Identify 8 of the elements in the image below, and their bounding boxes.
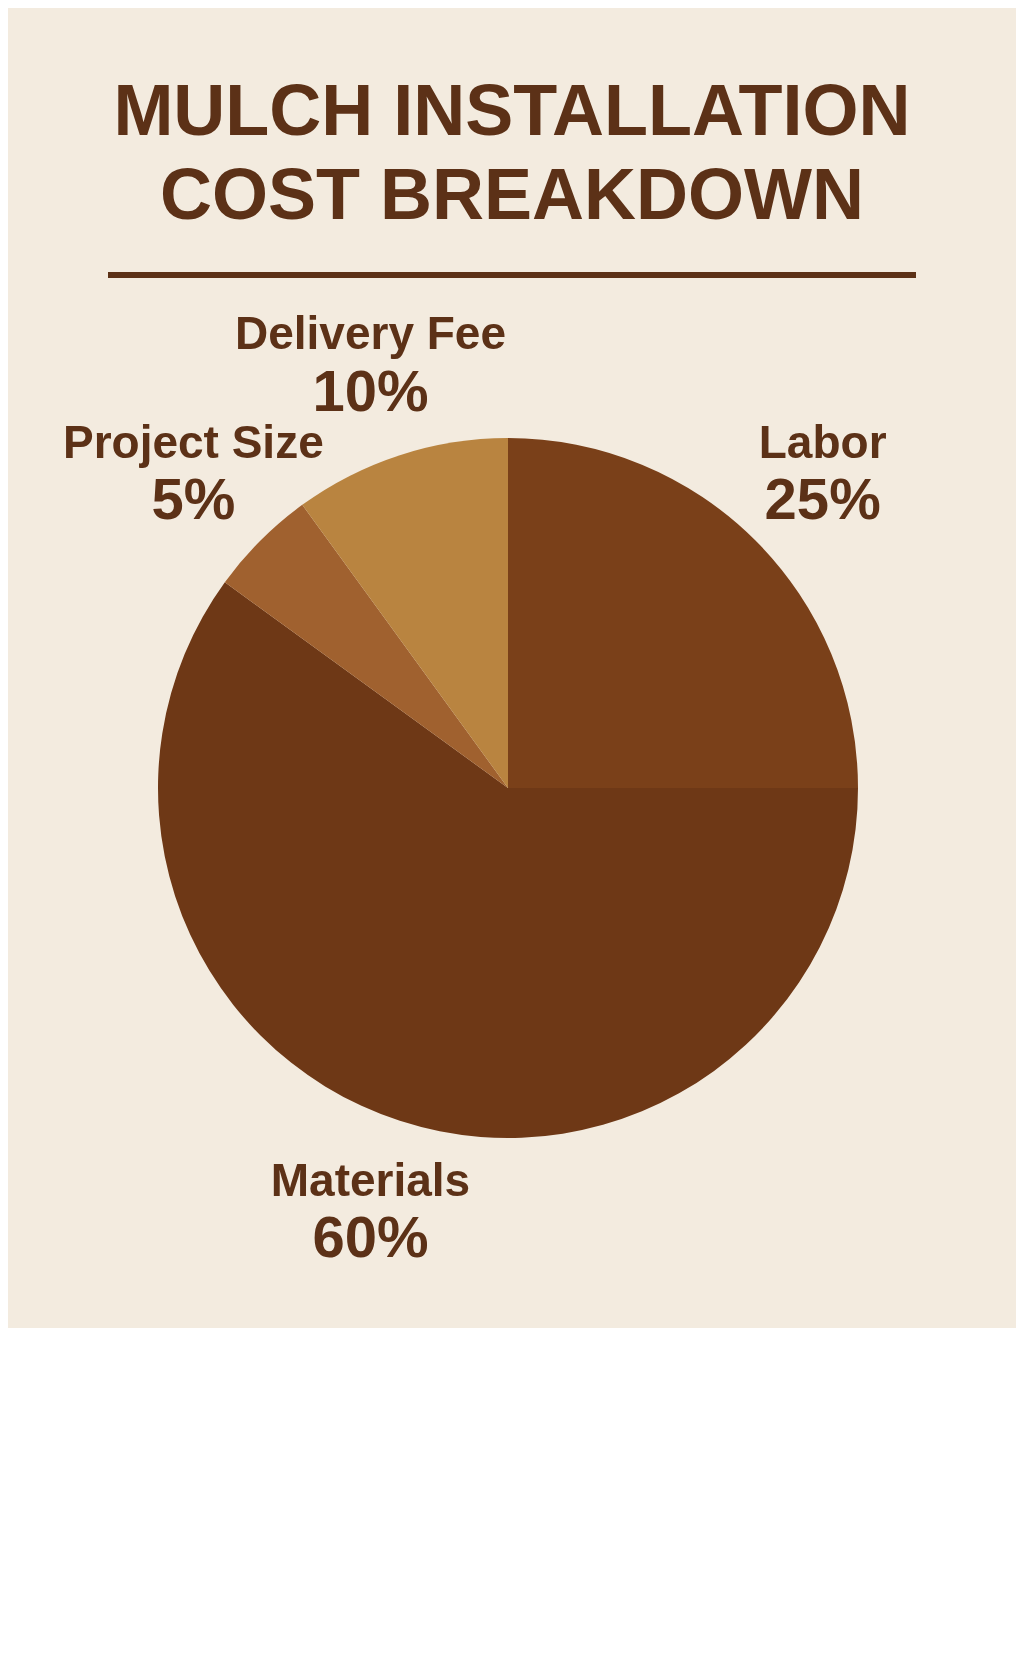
chart-title: MULCH INSTALLATION COST BREAKDOWN xyxy=(112,69,912,236)
data-label: 25% xyxy=(764,466,881,532)
slice-label: Labor xyxy=(758,416,887,469)
slice-label: Materials xyxy=(270,1153,471,1206)
slice-label: Delivery Fee xyxy=(234,307,507,360)
data-label: 5% xyxy=(151,466,236,532)
slice-label: Project Size xyxy=(62,416,324,469)
data-label: 60% xyxy=(312,1204,429,1270)
